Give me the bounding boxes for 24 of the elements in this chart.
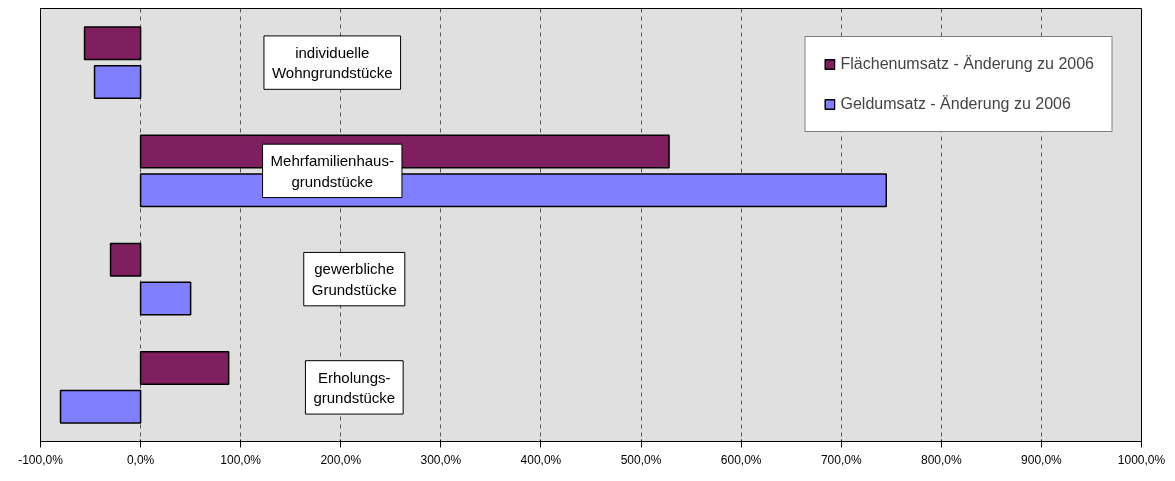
y-tick-label: gewerbliche Grundstücke bbox=[311, 260, 397, 298]
legend-label: Flächenumsatz - Änderung zu 2006 bbox=[840, 55, 1094, 73]
x-tick-label: 100,0% bbox=[220, 452, 262, 467]
y-tick-label: individuelle Wohngrundstücke bbox=[271, 43, 393, 82]
legend-label: Geldumsatz - Änderung zu 2006 bbox=[840, 95, 1071, 113]
x-tick-label: 300,0% bbox=[420, 452, 462, 467]
x-tick-label: 1000,0% bbox=[1117, 452, 1166, 467]
bar bbox=[139, 281, 192, 316]
x-tick-label: 800,0% bbox=[920, 452, 962, 467]
bar bbox=[59, 389, 142, 424]
x-tick-label: 400,0% bbox=[520, 452, 562, 467]
bar bbox=[83, 26, 142, 61]
x-tick-label: 500,0% bbox=[620, 452, 662, 467]
x-tick-label: -100,0% bbox=[18, 452, 64, 467]
bar bbox=[139, 350, 230, 385]
y-tick-label: Mehrfamilienhaus- grundstücke bbox=[270, 152, 394, 190]
x-tick-label: 600,0% bbox=[720, 452, 762, 467]
x-tick-label: 0,0% bbox=[126, 452, 155, 467]
x-tick-label: 200,0% bbox=[320, 452, 362, 467]
y-tick-label: Erholungs- grundstücke bbox=[313, 368, 396, 407]
bar bbox=[109, 242, 142, 277]
bar bbox=[93, 65, 142, 100]
x-tick-label: 700,0% bbox=[820, 452, 862, 467]
x-tick-label: 900,0% bbox=[1021, 452, 1063, 467]
